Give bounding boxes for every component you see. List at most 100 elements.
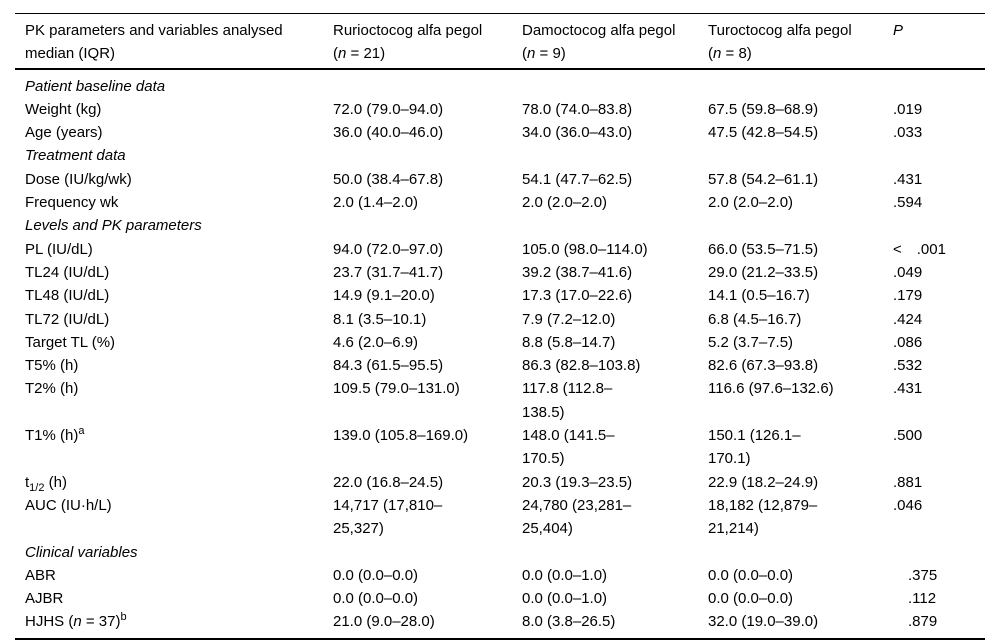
row-value: 72.0 (79.0–94.0) [333,100,444,118]
row-value: 78.0 (74.0–83.8) [522,100,633,118]
row-value: 14,717 (17,810– 25,327) [333,496,443,538]
p-value: .431 [893,170,923,188]
row-value: 32.0 (19.0–39.0) [708,613,819,631]
p-value: .375 [908,566,938,584]
row-label: t1/2 (h) [25,473,67,494]
p-value: < .001 [893,240,946,258]
p-value: .424 [893,310,923,328]
table-body: Patient baseline data Weight (kg) 72.0 (79… [15,69,985,639]
header-group-turoctocog: Turoctocog alfa pegol (n = 8) [708,13,893,70]
row-value: 57.8 (54.2–61.1) [708,170,819,188]
row-value: 20.3 (19.3–23.5) [522,473,633,491]
row-value: 117.8 (112.8– 138.5) [522,380,613,421]
row-value: 14.9 (9.1–20.0) [333,287,435,305]
row-value: 0.0 (0.0–0.0) [333,566,419,584]
row-value: 22.0 (16.8–24.5) [333,473,444,491]
row-label: TL48 (IU/dL) [25,287,110,305]
row-value: 34.0 (36.0–43.0) [522,124,633,142]
row-value: 82.6 (67.3–93.8) [708,357,819,375]
section-row: Treatment data [15,144,985,167]
table-row: AUC (IU·h/L) 14,717 (17,810– 25,327) 24,78… [15,494,985,541]
table-row: HJHS (n = 37)b 21.0 (9.0–28.0) 8.0 (3.8–26… [15,610,985,638]
header-group-n: (n = 9) [522,45,566,63]
table-row: t1/2 (h) 22.0 (16.8–24.5) 20.3 (19.3–23.5)… [15,471,985,494]
row-value: 39.2 (38.7–41.6) [522,263,633,281]
pk-parameters-table: PK parameters and variables analysed med… [15,13,985,640]
header-group-rurioctocog: Rurioctocog alfa pegol (n = 21) [333,13,522,70]
section-label: Patient baseline data [25,77,166,95]
row-value: 54.1 (47.7–62.5) [522,170,633,188]
row-value: 86.3 (82.8–103.8) [522,357,641,375]
section-row: Levels and PK parameters [15,214,985,237]
row-label: T5% (h) [25,357,79,375]
table-header: PK parameters and variables analysed med… [15,13,985,70]
row-value: 50.0 (38.4–67.8) [333,170,444,188]
table-row: T2% (h) 109.5 (79.0–131.0) 117.8 (112.8– 1… [15,377,985,424]
row-value: 7.9 (7.2–12.0) [522,310,616,328]
row-value: 109.5 (79.0–131.0) [333,380,460,398]
row-label: Dose (IU/kg/wk) [25,170,132,188]
row-label: T2% (h) [25,380,79,398]
row-value: 0.0 (0.0–0.0) [708,566,794,584]
row-value: 2.0 (2.0–2.0) [708,194,794,212]
row-value: 5.2 (3.7–7.5) [708,333,794,351]
section-row: Clinical variables [15,541,985,564]
table-row: TL72 (IU/dL) 8.1 (3.5–10.1) 7.9 (7.2–12.0)… [15,308,985,331]
row-value: 6.8 (4.5–16.7) [708,310,802,328]
row-value: 0.0 (0.0–0.0) [708,590,794,608]
table-row: Dose (IU/kg/wk) 50.0 (38.4–67.8) 54.1 (47.… [15,168,985,191]
row-label: ABR [25,566,56,584]
row-value: 0.0 (0.0–1.0) [522,566,608,584]
p-value: .431 [893,380,923,398]
row-value: 0.0 (0.0–1.0) [522,590,608,608]
table-row: Frequency wk 2.0 (1.4–2.0) 2.0 (2.0–2.0) 2.… [15,191,985,214]
row-label: T1% (h)a [25,425,85,445]
section-label: Clinical variables [25,543,138,561]
p-value: .879 [908,613,938,631]
p-value: .033 [893,124,923,142]
row-label: Weight (kg) [25,100,102,118]
row-value: 84.3 (61.5–95.5) [333,357,444,375]
row-label: Frequency wk [25,194,119,212]
table-row: T1% (h)a 139.0 (105.8–169.0) 148.0 (141.5–… [15,424,985,471]
row-value: 14.1 (0.5–16.7) [708,287,810,305]
header-group-name: Turoctocog alfa pegol [708,22,852,39]
section-label: Treatment data [25,147,126,165]
row-label: Target TL (%) [25,333,116,351]
row-value: 17.3 (17.0–22.6) [522,287,633,305]
header-group-n: (n = 8) [708,45,752,63]
p-value: .500 [893,427,923,445]
row-label: TL72 (IU/dL) [25,310,110,328]
row-value: 21.0 (9.0–28.0) [333,613,435,631]
row-label: AJBR [25,590,64,608]
row-label: AUC (IU·h/L) [25,496,112,514]
row-value: 2.0 (2.0–2.0) [522,194,608,212]
table-row: Target TL (%) 4.6 (2.0–6.9) 8.8 (5.8–14.7)… [15,331,985,354]
row-value: 24,780 (23,281– 25,404) [522,496,632,538]
row-value: 105.0 (98.0–114.0) [522,240,648,258]
row-value: 47.5 (42.8–54.5) [708,124,819,142]
row-value: 148.0 (141.5– 170.5) [522,427,615,468]
p-value: .532 [893,357,923,375]
header-parameter-label: PK parameters and variables analysed med… [15,13,333,70]
p-value: .019 [893,100,923,118]
row-value: 2.0 (1.4–2.0) [333,194,419,212]
p-value: .112 [908,590,937,608]
row-value: 8.0 (3.8–26.5) [522,613,616,631]
row-value: 36.0 (40.0–46.0) [333,124,444,142]
table-row: T5% (h) 84.3 (61.5–95.5) 86.3 (82.8–103.8)… [15,354,985,377]
row-value: 29.0 (21.2–33.5) [708,263,819,281]
row-label: PL (IU/dL) [25,240,93,258]
row-value: 8.1 (3.5–10.1) [333,310,427,328]
p-value: .049 [893,263,923,281]
table-row: AJBR 0.0 (0.0–0.0) 0.0 (0.0–1.0) 0.0 (0.0–0… [15,587,985,610]
row-value: 22.9 (18.2–24.9) [708,473,819,491]
header-p-label: P [893,22,904,39]
table-row: TL48 (IU/dL) 14.9 (9.1–20.0) 17.3 (17.0–22… [15,284,985,307]
row-value: 4.6 (2.0–6.9) [333,333,419,351]
row-value: 0.0 (0.0–0.0) [333,590,419,608]
row-value: 66.0 (53.5–71.5) [708,240,819,258]
section-label: Levels and PK parameters [25,217,202,235]
header-group-name: Damoctocog alfa pegol [522,22,676,39]
p-value: .086 [893,333,923,351]
